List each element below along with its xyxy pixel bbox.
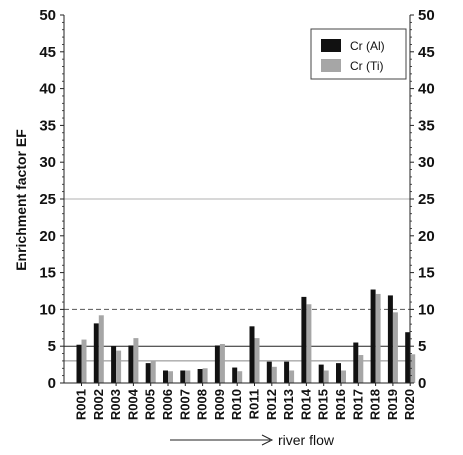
x-tick-label-r014: R014 — [298, 388, 313, 420]
bar-r007-cr-ti — [185, 370, 191, 383]
x-tick-label-r001: R001 — [74, 389, 89, 420]
y-tick-left-label-20: 20 — [39, 228, 56, 245]
y-tick-left-label-10: 10 — [39, 301, 56, 318]
bar-r007-cr-al — [180, 370, 186, 383]
y-tick-left-label-45: 45 — [39, 44, 56, 61]
x-tick-label-r017: R017 — [350, 389, 365, 420]
legend: Cr (Al) Cr (Ti) — [310, 28, 407, 80]
bar-r005-cr-ti — [150, 360, 156, 383]
bar-r011-cr-ti — [254, 338, 260, 383]
y-tick-left-label-50: 50 — [39, 7, 56, 24]
bar-r018-cr-ti — [375, 293, 381, 383]
river-flow-arrow: river flow — [170, 432, 335, 448]
bar-r013-cr-al — [284, 361, 290, 383]
x-tick-label-r003: R003 — [108, 389, 123, 420]
flow-arrow-head — [261, 434, 274, 446]
y-tick-right-label-5: 5 — [418, 338, 426, 355]
bars — [76, 289, 416, 383]
y-axis-title: Enrichment factor EF — [13, 129, 29, 271]
bar-r016-cr-ti — [341, 370, 346, 383]
y-tick-right-label-0: 0 — [418, 375, 426, 392]
bar-r003-cr-al — [111, 346, 117, 383]
bar-r019-cr-al — [387, 295, 393, 383]
x-tick-label-r007: R007 — [177, 389, 192, 420]
x-tick-label-r020: R020 — [402, 389, 417, 420]
bar-r019-cr-ti — [392, 312, 398, 383]
y-tick-left-label-40: 40 — [39, 81, 56, 98]
x-tick-label-r019: R019 — [385, 389, 400, 420]
x-tick-label-r013: R013 — [281, 389, 296, 420]
y-tick-right-label-50: 50 — [418, 7, 435, 24]
x-tick-label-r002: R002 — [91, 389, 106, 420]
bar-r012-cr-al — [266, 361, 272, 383]
bar-r009-cr-al — [214, 345, 220, 383]
x-tick-label-r018: R018 — [368, 389, 383, 420]
x-tick-label-r015: R015 — [316, 389, 331, 420]
bar-r004-cr-al — [128, 345, 134, 383]
bar-r006-cr-al — [163, 370, 168, 383]
bar-r003-cr-ti — [116, 350, 122, 383]
bar-r014-cr-al — [301, 296, 307, 383]
x-tick-label-r012: R012 — [264, 389, 279, 420]
bar-r006-cr-ti — [168, 371, 173, 383]
bar-r020-cr-al — [405, 332, 411, 383]
y-ticks-right: 0 5 10 15 20 25 30 35 40 45 50 — [410, 7, 435, 392]
bar-r018-cr-al — [370, 289, 376, 383]
bar-r017-cr-ti — [358, 355, 364, 383]
legend-swatch-cr-al — [321, 39, 341, 52]
x-tick-label-r008: R008 — [195, 389, 210, 420]
x-tick-label-r006: R006 — [160, 389, 175, 420]
y-tick-left-label-30: 30 — [39, 154, 56, 171]
bar-r015-cr-al — [318, 364, 324, 383]
bar-r012-cr-ti — [271, 366, 277, 383]
y-tick-right-label-40: 40 — [418, 81, 435, 98]
x-tick-label-r004: R004 — [125, 388, 140, 420]
legend-swatch-cr-ti — [321, 59, 341, 72]
bar-r011-cr-al — [249, 326, 255, 383]
y-tick-left-label-25: 25 — [39, 191, 56, 208]
bar-r001-cr-ti — [81, 339, 87, 383]
bar-r004-cr-ti — [133, 338, 139, 383]
legend-label-cr-al: Cr (Al) — [350, 39, 385, 53]
reference-lines — [64, 198, 410, 362]
bar-r005-cr-al — [145, 363, 151, 383]
x-tick-label-r010: R010 — [229, 389, 244, 420]
y-tick-right-label-15: 15 — [418, 265, 435, 282]
y-tick-right-label-20: 20 — [418, 228, 435, 245]
y-tick-right-label-25: 25 — [418, 191, 435, 208]
x-tick-label-r011: R011 — [247, 389, 262, 419]
y-tick-left-label-35: 35 — [39, 117, 56, 134]
bar-r010-cr-ti — [237, 371, 243, 383]
y-tick-right-label-10: 10 — [418, 301, 435, 318]
x-category-labels: R001 R002 R003 R004 R005 R006 R007 R008 R009 R010… — [74, 383, 417, 420]
bar-r010-cr-al — [232, 367, 238, 383]
x-tick-label-r016: R016 — [333, 389, 348, 420]
x-tick-label-r005: R005 — [143, 389, 158, 420]
y-tick-right-label-35: 35 — [418, 117, 435, 134]
bar-r016-cr-al — [336, 363, 341, 383]
bar-r009-cr-ti — [219, 343, 225, 383]
bar-r017-cr-al — [353, 342, 359, 383]
bar-r015-cr-ti — [323, 370, 329, 383]
y-tick-left-label-0: 0 — [48, 375, 56, 392]
x-tick-label-r009: R009 — [212, 389, 227, 420]
bar-r001-cr-al — [76, 344, 82, 383]
legend-label-cr-ti: Cr (Ti) — [350, 59, 384, 73]
bar-r020-cr-ti — [410, 354, 416, 383]
y-tick-right-label-45: 45 — [418, 44, 435, 61]
y-tick-right-label-30: 30 — [418, 154, 435, 171]
x-axis-title: river flow — [278, 432, 335, 448]
bar-r008-cr-al — [197, 369, 203, 383]
bar-r013-cr-ti — [289, 370, 295, 383]
y-ticks-left: 0 5 10 15 20 25 30 35 40 45 50 — [39, 7, 64, 392]
bar-r002-cr-ti — [98, 315, 104, 383]
bar-r008-cr-ti — [202, 368, 208, 383]
y-tick-left-label-5: 5 — [48, 338, 56, 355]
y-tick-left-label-15: 15 — [39, 265, 56, 282]
bar-r014-cr-ti — [306, 304, 312, 383]
bar-r002-cr-al — [93, 323, 99, 383]
